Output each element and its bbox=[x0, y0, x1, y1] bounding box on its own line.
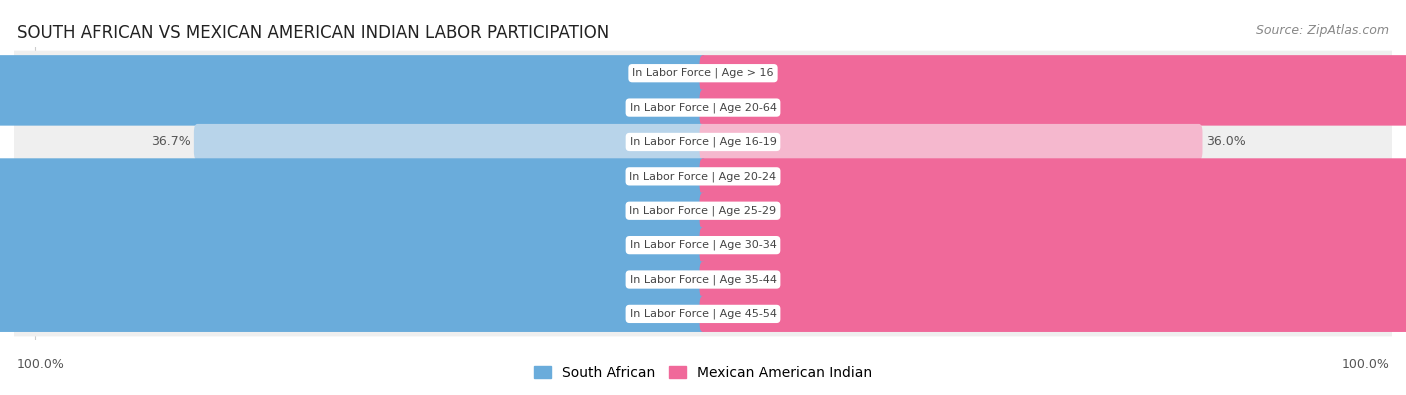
FancyBboxPatch shape bbox=[700, 296, 1406, 332]
Text: SOUTH AFRICAN VS MEXICAN AMERICAN INDIAN LABOR PARTICIPATION: SOUTH AFRICAN VS MEXICAN AMERICAN INDIAN… bbox=[17, 24, 609, 42]
Text: Source: ZipAtlas.com: Source: ZipAtlas.com bbox=[1256, 24, 1389, 37]
FancyBboxPatch shape bbox=[194, 124, 706, 160]
FancyBboxPatch shape bbox=[700, 193, 1406, 229]
FancyBboxPatch shape bbox=[10, 257, 1396, 302]
Text: 36.0%: 36.0% bbox=[1206, 135, 1246, 149]
FancyBboxPatch shape bbox=[10, 154, 1396, 199]
FancyBboxPatch shape bbox=[0, 193, 706, 229]
FancyBboxPatch shape bbox=[700, 261, 1406, 297]
FancyBboxPatch shape bbox=[0, 55, 706, 91]
FancyBboxPatch shape bbox=[10, 119, 1396, 164]
Text: 36.7%: 36.7% bbox=[150, 135, 190, 149]
Text: In Labor Force | Age 30-34: In Labor Force | Age 30-34 bbox=[630, 240, 776, 250]
Text: In Labor Force | Age > 16: In Labor Force | Age > 16 bbox=[633, 68, 773, 79]
Text: In Labor Force | Age 16-19: In Labor Force | Age 16-19 bbox=[630, 137, 776, 147]
FancyBboxPatch shape bbox=[10, 223, 1396, 268]
Legend: South African, Mexican American Indian: South African, Mexican American Indian bbox=[529, 360, 877, 386]
FancyBboxPatch shape bbox=[700, 90, 1406, 126]
FancyBboxPatch shape bbox=[0, 90, 706, 126]
FancyBboxPatch shape bbox=[700, 227, 1406, 263]
FancyBboxPatch shape bbox=[10, 51, 1396, 96]
Text: 100.0%: 100.0% bbox=[17, 358, 65, 371]
FancyBboxPatch shape bbox=[0, 158, 706, 194]
FancyBboxPatch shape bbox=[0, 227, 706, 263]
Text: In Labor Force | Age 20-64: In Labor Force | Age 20-64 bbox=[630, 102, 776, 113]
Text: In Labor Force | Age 25-29: In Labor Force | Age 25-29 bbox=[630, 205, 776, 216]
Text: In Labor Force | Age 20-24: In Labor Force | Age 20-24 bbox=[630, 171, 776, 182]
FancyBboxPatch shape bbox=[10, 188, 1396, 233]
FancyBboxPatch shape bbox=[700, 55, 1406, 91]
Text: 100.0%: 100.0% bbox=[1341, 358, 1389, 371]
FancyBboxPatch shape bbox=[0, 261, 706, 297]
FancyBboxPatch shape bbox=[700, 124, 1202, 160]
Text: In Labor Force | Age 35-44: In Labor Force | Age 35-44 bbox=[630, 274, 776, 285]
FancyBboxPatch shape bbox=[700, 158, 1406, 194]
Text: In Labor Force | Age 45-54: In Labor Force | Age 45-54 bbox=[630, 308, 776, 319]
FancyBboxPatch shape bbox=[10, 85, 1396, 130]
FancyBboxPatch shape bbox=[10, 292, 1396, 337]
FancyBboxPatch shape bbox=[0, 296, 706, 332]
